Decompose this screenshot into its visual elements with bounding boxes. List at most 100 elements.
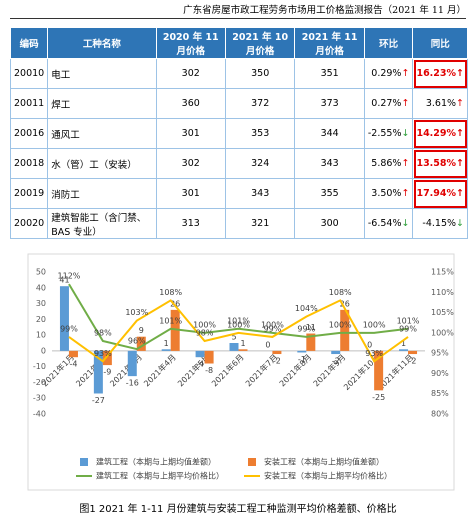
pct-cell: 14.29%↑ [412, 118, 468, 149]
trend-arrow: ↑ [456, 158, 464, 169]
bar [93, 350, 103, 394]
trend-arrow: ↑ [401, 68, 410, 79]
line-label: 100% [261, 320, 284, 329]
y2-tick-label: 95% [431, 349, 449, 358]
legend-label: 建筑工程（本期与上期均值差额） [96, 457, 216, 467]
pct-value: -6.54% [367, 218, 402, 229]
bar-label: -25 [372, 393, 385, 402]
pct-value: 3.50% [371, 188, 402, 199]
trend-arrow: ↓ [401, 128, 410, 139]
line-label: 99% [399, 324, 417, 333]
pct-value: 0.29% [371, 68, 402, 79]
y2-tick-label: 110% [431, 288, 454, 297]
pct-cell: 3.61%↑ [412, 88, 468, 119]
line-label: 108% [329, 288, 352, 297]
line-label: 93% [365, 349, 383, 358]
name-cell: 建筑智能工（含门禁、BAS 专业） [47, 208, 157, 239]
bar-label: -2 [273, 357, 281, 366]
bar [68, 350, 78, 358]
cell: 351 [294, 58, 365, 89]
y-tick-label: 40 [36, 283, 46, 292]
cell: 343 [224, 178, 296, 209]
y-tick-label: -20 [33, 378, 46, 387]
bar-label: -2 [409, 357, 417, 366]
column-header: 工种名称 [47, 27, 157, 59]
bar-label: 5 [231, 333, 236, 342]
name-cell: 通风工 [47, 118, 157, 149]
bar-label: 9 [139, 326, 144, 335]
pct-cell: -4.15%↓ [412, 208, 468, 239]
bar-label: -4 [69, 360, 77, 369]
trend-arrow: ↑ [401, 188, 410, 199]
line-label: 100% [363, 320, 386, 329]
line-label: 104% [295, 304, 318, 313]
table-row: 20011 焊工 360 372 373 0.27%↑ 3.61%↑ [9, 88, 468, 119]
bar-label: -4 [196, 360, 204, 369]
pct-cell: 5.86%↑ [363, 148, 414, 179]
trend-arrow: ↑ [401, 158, 410, 169]
pct-value: 17.94% [416, 188, 457, 199]
pct-cell: -6.54%↓ [363, 208, 414, 239]
pct-value: -4.15% [422, 218, 457, 229]
chart-frame [27, 253, 455, 491]
price-table: 编码 工种名称 2020 年 11 月价格 2021 年 10 月价格 2021 年 1… [9, 27, 468, 239]
bar-label: -9 [103, 368, 111, 377]
column-header: 同比 [412, 27, 468, 59]
cell: 300 [294, 208, 365, 239]
x-tick-label: 2021年6月 [209, 352, 245, 388]
x-tick-label: 2021年9月 [311, 352, 347, 388]
y2-tick-label: 100% [431, 328, 454, 337]
bar-label: 26 [170, 299, 180, 308]
cell: 20016 [9, 118, 49, 149]
legend-swatch [248, 458, 256, 466]
legend-swatch [80, 458, 88, 466]
table-row: 20019 消防工 301 343 355 3.50%↑ 17.94%↑ [9, 178, 468, 209]
y-tick-label: 50 [36, 268, 46, 277]
cell: 360 [155, 88, 226, 119]
trend-arrow: ↓ [456, 218, 464, 229]
cell: 302 [155, 148, 226, 179]
bar [136, 336, 146, 351]
trend-arrow: ↑ [456, 98, 464, 109]
line-label: 103% [125, 308, 148, 317]
legend-label: 安装工程（本期与上期平均价格比） [264, 471, 392, 481]
line-label: 101% [159, 316, 182, 325]
bar [204, 350, 214, 364]
figure-caption: 图1 2021 年 1-11 月份建筑与安装工程工种监测平均价格差额、价格比 [79, 504, 397, 515]
line-label: 99% [60, 324, 78, 333]
cell: 301 [155, 118, 226, 149]
pct-value: 13.58% [416, 158, 457, 169]
name-cell: 电工 [47, 58, 157, 89]
bar-label: 1 [164, 339, 169, 348]
trend-arrow: ↓ [401, 218, 410, 229]
y-tick-label: 30 [36, 299, 46, 308]
column-header: 编码 [9, 27, 49, 59]
page-header: 广东省房屋市政工程劳务市场用工价格监测报告（2021 年 11 月） [10, 2, 466, 19]
cell: 350 [224, 58, 296, 89]
pct-value: 3.61% [425, 98, 457, 109]
bar [238, 349, 248, 351]
table-row: 20016 通风工 301 353 344 -2.55%↓ 14.29%↑ [9, 118, 468, 149]
cell: 324 [224, 148, 296, 179]
cell: 321 [224, 208, 296, 239]
pct-value: 14.29% [416, 128, 457, 139]
cell: 20019 [9, 178, 49, 209]
trend-arrow: ↑ [456, 68, 464, 79]
line-label: 101% [227, 316, 250, 325]
name-cell: 焊工 [47, 88, 157, 119]
trend-arrow: ↑ [401, 98, 410, 109]
bar-label: 0 [265, 340, 270, 349]
line-label: 99% [297, 324, 315, 333]
y2-tick-label: 115% [431, 268, 454, 277]
cell: 343 [294, 148, 365, 179]
y2-tick-label: 105% [431, 308, 454, 317]
pct-cell: 3.50%↑ [363, 178, 414, 209]
bar-label: -1 [298, 355, 306, 364]
line-label: 112% [58, 272, 81, 281]
cell: 20018 [9, 148, 49, 179]
x-tick-label: 2021年8月 [277, 352, 313, 388]
y2-tick-label: 85% [431, 389, 449, 398]
bar-label: 11 [306, 323, 316, 332]
bar [229, 343, 239, 351]
